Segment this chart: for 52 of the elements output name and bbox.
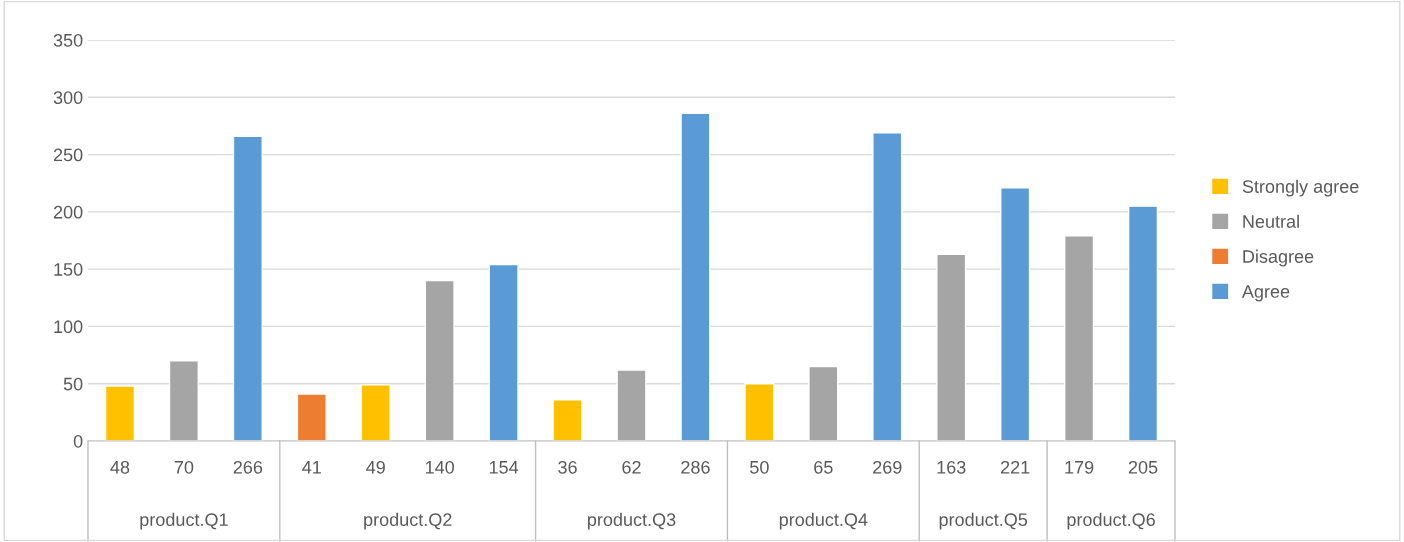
bar [1064,235,1095,441]
legend-label: Agree [1241,285,1290,302]
bar [296,393,327,441]
text: product.Q6 [1067,512,1155,530]
bar [680,112,711,441]
bar [872,132,903,441]
bar [488,263,519,441]
x-tick-label: 65 [814,460,833,474]
bar [232,135,263,441]
bar [1127,205,1159,441]
x-tick-label: 62 [622,460,641,474]
x-tick-label: 205 [1128,460,1158,474]
bar [808,365,839,441]
bar [360,384,391,441]
legend-label: Neutral [1243,214,1299,228]
y-tick-label: 350 [53,33,83,47]
x-tick-label: 269 [873,460,902,474]
y-tick-label: 150 [54,263,83,276]
y-tick-label: 0 [73,434,83,448]
bar [1000,187,1031,441]
text: product.Q1 [140,512,228,530]
x-tick-label: 48 [110,460,130,474]
x-tick-label: 163 [937,460,966,474]
x-tick-label: 36 [558,460,577,474]
x-tick-label: 70 [174,460,194,474]
legend-label: Strongly agree [1242,179,1359,197]
bar [168,360,199,441]
x-tick-label: 41 [302,461,321,474]
x-tick-label: 154 [489,461,519,474]
x-tick-label: 140 [425,460,455,474]
bar [616,369,647,441]
y-tick-label: 50 [63,377,83,391]
y-tick-label: 200 [53,205,83,219]
x-tick-label: 50 [750,460,769,474]
text: product.Q4 [779,512,868,530]
x-tick-label: 286 [681,460,710,474]
text: product.Q2 [364,512,452,530]
bar [424,279,455,441]
x-tick-label: 221 [1000,460,1030,474]
bar [936,253,967,441]
bar [744,383,775,441]
bar [552,399,583,441]
legend-label: Disagree [1243,249,1314,267]
y-tick-label: 250 [53,148,83,162]
y-tick-label: 300 [53,91,83,105]
x-tick-label: 266 [233,460,263,474]
text: product.Q3 [588,512,676,530]
x-tick-label: 179 [1065,460,1094,474]
y-tick-label: 100 [54,320,83,334]
text: product.Q5 [939,512,1028,530]
bar [104,385,136,441]
x-tick-label: 49 [366,460,385,474]
